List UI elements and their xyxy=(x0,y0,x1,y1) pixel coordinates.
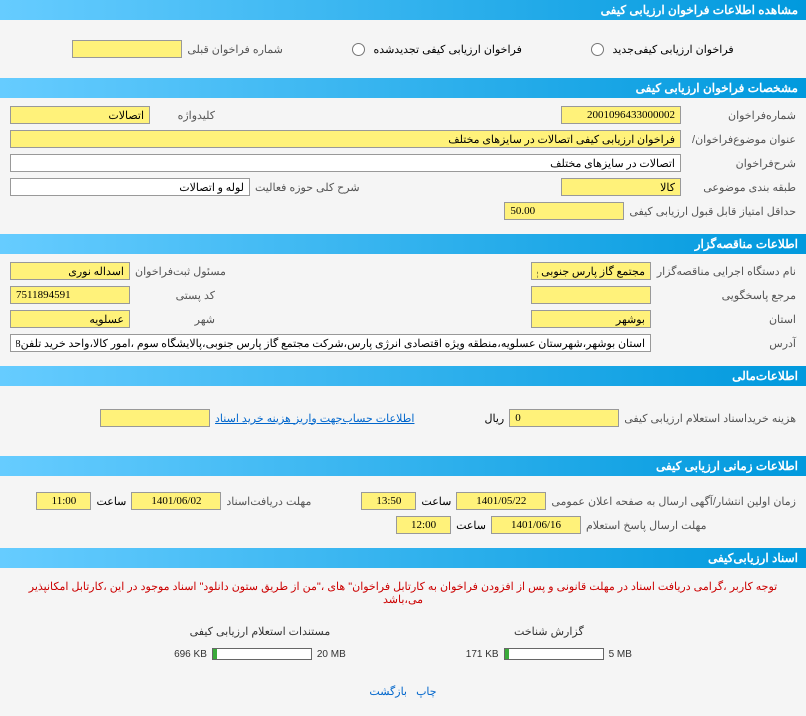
doc2-total: 20 MB xyxy=(317,649,346,660)
reply-label: مهلت ارسال پاسخ استعلام xyxy=(586,519,796,532)
postal-label: کد پستی xyxy=(135,289,215,302)
radio-new-call-group: فراخوان ارزیابی کیفی‌جدید xyxy=(587,43,734,56)
radio-renewed-call-group: فراخوان ارزیابی کیفی تجدیدشده xyxy=(348,43,522,56)
docs-notice: توجه کاربر ،گرامی دریافت اسناد در مهلت ق… xyxy=(10,576,796,610)
respondent-label: مرجع پاسخگویی xyxy=(656,289,796,302)
min-score-input[interactable] xyxy=(504,202,624,220)
cost-input[interactable] xyxy=(509,409,619,427)
doc1-progress xyxy=(504,648,604,660)
subject-input[interactable] xyxy=(10,130,681,148)
category-input[interactable] xyxy=(561,178,681,196)
city-input[interactable] xyxy=(10,310,130,328)
section-body-view: فراخوان ارزیابی کیفی‌جدید فراخوان ارزیاب… xyxy=(0,20,806,78)
org-input[interactable] xyxy=(531,262,651,280)
footer-links: چاپ بازگشت xyxy=(10,675,796,708)
publish-time-input[interactable] xyxy=(361,492,416,510)
desc-input[interactable] xyxy=(10,154,681,172)
respondent-input[interactable] xyxy=(531,286,651,304)
keyword-input[interactable] xyxy=(10,106,150,124)
doc2-title: مستندات استعلام ارزیابی کیفی xyxy=(174,625,346,638)
currency-label: ریال xyxy=(484,412,504,425)
section-body-finance: هزینه خرید‌اسناد استعلام ارزیابی کیفی ری… xyxy=(0,386,806,456)
keyword-label: کلیدواژه xyxy=(155,109,215,122)
radio-renewed-call[interactable] xyxy=(352,43,365,56)
section-header-view: مشاهده اطلاعات فراخوان ارزیابی کیفی xyxy=(0,0,806,20)
call-no-input[interactable] xyxy=(561,106,681,124)
call-no-label: شماره‌فراخوان xyxy=(686,109,796,122)
reg-officer-label: مسئول ثبت‌فراخوان xyxy=(135,265,226,278)
receive-date-input[interactable] xyxy=(131,492,221,510)
radio-new-call[interactable] xyxy=(591,43,604,56)
section-header-finance: اطلاعات‌مالی xyxy=(0,366,806,386)
section-body-time: زمان اولین انتشار/آگهی ارسال به صفحه اعل… xyxy=(0,476,806,548)
reg-officer-input[interactable] xyxy=(10,262,130,280)
doc-item-2: مستندات استعلام ارزیابی کیفی 696 KB 20 M… xyxy=(174,625,346,660)
radio-new-label: فراخوان ارزیابی کیفی‌جدید xyxy=(613,43,734,56)
doc1-total: 5 MB xyxy=(609,649,632,660)
radio-renewed-label: فراخوان ارزیابی کیفی تجدیدشده xyxy=(374,43,522,56)
reply-time-input[interactable] xyxy=(396,516,451,534)
subject-label: عنوان موضوع‌فراخوان/ xyxy=(686,133,796,146)
doc2-used: 696 KB xyxy=(174,649,207,660)
postal-input[interactable] xyxy=(10,286,130,304)
prev-call-group: شماره فراخوان قبلی xyxy=(72,40,283,58)
activity-input[interactable] xyxy=(10,178,250,196)
address-input[interactable] xyxy=(10,334,651,352)
doc-item-1: گزارش شناخت 171 KB 5 MB xyxy=(466,625,632,660)
city-label: شهر xyxy=(135,313,215,326)
category-label: طبقه بندی موضوعی xyxy=(686,181,796,194)
prev-call-label: شماره فراخوان قبلی xyxy=(187,43,283,56)
print-link[interactable]: چاپ xyxy=(416,686,437,698)
org-label: نام دستگاه اجرایی مناقصه‌گزار xyxy=(656,265,796,278)
account-link[interactable]: اطلاعات حساب‌جهت واریز هزینه خرید اسناد xyxy=(215,412,414,425)
min-score-label: حداقل امتیاز قابل قبول ارزیابی کیفی xyxy=(629,205,796,218)
desc-label: شرح‌فراخوان xyxy=(686,157,796,170)
receive-label: مهلت دریافت‌اسناد xyxy=(226,495,311,508)
section-body-spec: شماره‌فراخوان کلیدواژه عنوان موضوع‌فراخو… xyxy=(0,98,806,234)
publish-label: زمان اولین انتشار/آگهی ارسال به صفحه اعل… xyxy=(551,495,796,508)
section-header-org: اطلاعات مناقصه‌گزار xyxy=(0,234,806,254)
activity-label: شرح کلی حوزه فعالیت xyxy=(255,181,360,194)
reply-time-label: ساعت xyxy=(456,519,486,532)
back-link[interactable]: بازگشت xyxy=(369,686,407,698)
section-body-docs: توجه کاربر ،گرامی دریافت اسناد در مهلت ق… xyxy=(0,568,806,716)
address-label: آدرس xyxy=(656,337,796,350)
section-header-time: اطلاعات زمانی ارزیابی کیفی xyxy=(0,456,806,476)
receive-time-label: ساعت xyxy=(96,495,126,508)
publish-date-input[interactable] xyxy=(456,492,546,510)
section-body-org: نام دستگاه اجرایی مناقصه‌گزار مسئول ثبت‌… xyxy=(0,254,806,366)
section-header-spec: مشخصات فراخوان ارزیابی کیفی xyxy=(0,78,806,98)
province-label: استان xyxy=(656,313,796,326)
province-input[interactable] xyxy=(531,310,651,328)
account-input[interactable] xyxy=(100,409,210,427)
section-header-docs: اسناد ارزیابی‌کیفی xyxy=(0,548,806,568)
cost-label: هزینه خرید‌اسناد استعلام ارزیابی کیفی xyxy=(624,412,796,425)
reply-date-input[interactable] xyxy=(491,516,581,534)
doc1-title: گزارش شناخت xyxy=(466,625,632,638)
doc1-used: 171 KB xyxy=(466,649,499,660)
doc2-progress xyxy=(212,648,312,660)
prev-call-input[interactable] xyxy=(72,40,182,58)
receive-time-input[interactable] xyxy=(36,492,91,510)
publish-time-label: ساعت xyxy=(421,495,451,508)
